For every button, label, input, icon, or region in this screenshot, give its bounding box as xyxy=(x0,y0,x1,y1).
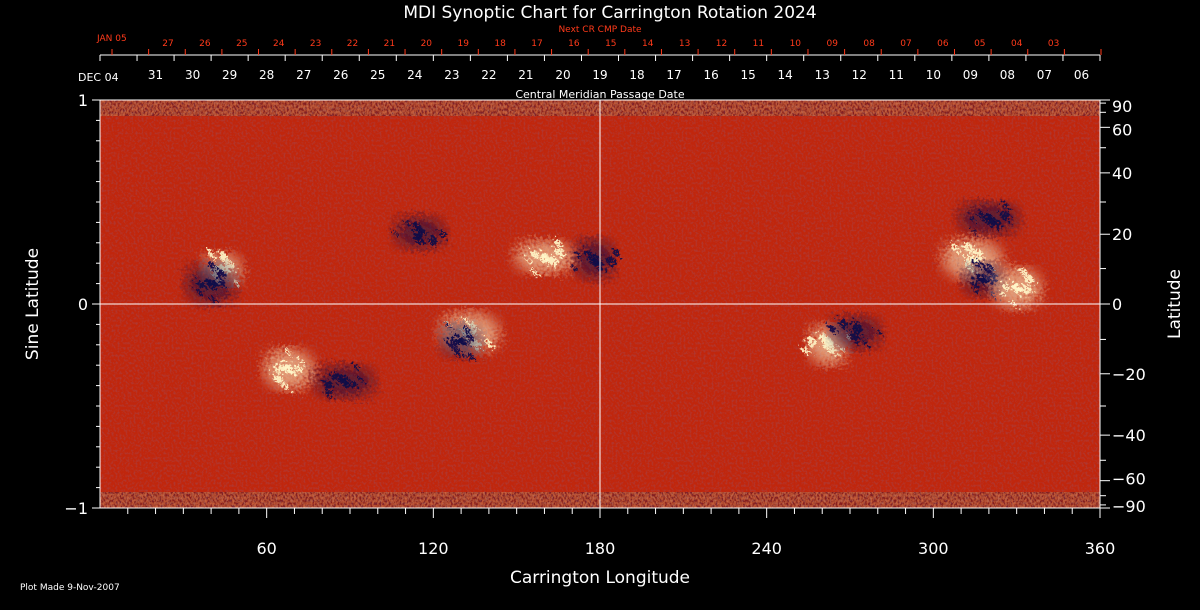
y-left-tick-label: 1 xyxy=(78,91,88,110)
negative-region xyxy=(393,216,447,249)
positive-region xyxy=(514,239,575,276)
x-axis-label: Carrington Longitude xyxy=(510,568,690,588)
next-cr-date-label: 26 xyxy=(199,39,211,49)
y-right-tick-label: 0 xyxy=(1112,295,1122,314)
cmp-start-label: DEC 04 xyxy=(78,71,119,84)
next-cr-date-label: 07 xyxy=(900,39,911,49)
chart-title: MDI Synoptic Chart for Carrington Rotati… xyxy=(403,3,816,23)
cmp-date-label: 06 xyxy=(1074,68,1089,82)
x-tick-label: 180 xyxy=(585,539,616,558)
next-cr-date-label: 27 xyxy=(162,39,173,49)
negative-region xyxy=(441,323,482,361)
y-axis-label-right: Latitude xyxy=(1165,269,1185,339)
next-cr-date-label: 06 xyxy=(937,39,949,49)
plot-made-note: Plot Made 9-Nov-2007 xyxy=(20,583,120,593)
next-cr-date-label: 14 xyxy=(642,39,654,49)
next-cr-date-label: 08 xyxy=(863,39,875,49)
x-tick-label: 300 xyxy=(918,539,949,558)
cmp-date-label: 25 xyxy=(370,68,385,82)
x-tick-label: 240 xyxy=(751,539,782,558)
cmp-date-label: 31 xyxy=(148,68,163,82)
cmp-date-label: 16 xyxy=(703,68,718,82)
cmp-date-label: 08 xyxy=(1000,68,1015,82)
y-left-tick-label: 0 xyxy=(78,295,88,314)
y-left-tick-label: −1 xyxy=(64,499,88,518)
next-cr-date-label: 16 xyxy=(568,39,580,49)
next-cr-date-label: 09 xyxy=(826,39,838,49)
next-cr-date-label: 13 xyxy=(679,39,690,49)
next-cr-start-label: JAN 05 xyxy=(96,34,127,44)
next-cr-axis-label: Next CR CMP Date xyxy=(558,25,642,35)
positive-region xyxy=(991,267,1042,308)
next-cr-date-label: 11 xyxy=(753,39,764,49)
y-right-tick-label: 60 xyxy=(1112,120,1132,139)
x-tick-label: 120 xyxy=(418,539,449,558)
next-cr-date-label: 18 xyxy=(494,39,506,49)
next-cr-date-label: 20 xyxy=(421,39,433,49)
active-regions xyxy=(186,202,1042,398)
cmp-date-label: 28 xyxy=(259,68,274,82)
cmp-date-label: 11 xyxy=(889,68,904,82)
next-cr-date-label: 17 xyxy=(531,39,542,49)
cmp-date-label: 19 xyxy=(592,68,607,82)
cmp-axis-label: Central Meridian Passage Date xyxy=(515,88,684,101)
next-cr-date-label: 12 xyxy=(716,39,727,49)
cmp-date-label: 18 xyxy=(629,68,644,82)
y-axis-label-left: Sine Latitude xyxy=(23,248,43,360)
cmp-date-label: 27 xyxy=(296,68,311,82)
cmp-date-label: 24 xyxy=(407,68,422,82)
cmp-date-label: 23 xyxy=(444,68,459,82)
y-right-tick-label: −40 xyxy=(1112,426,1146,445)
axis-ticks: 60 120 180 240 300 36010−1906040200−20−40−60−… xyxy=(64,39,1145,558)
negative-region xyxy=(828,316,882,349)
cmp-date-label: 26 xyxy=(333,68,348,82)
cmp-date-label: 17 xyxy=(666,68,681,82)
next-cr-date-label: 21 xyxy=(384,39,395,49)
y-right-tick-label: −20 xyxy=(1112,365,1146,384)
cmp-date-label: 12 xyxy=(852,68,867,82)
positive-region xyxy=(263,349,314,390)
next-cr-date-label: 25 xyxy=(236,39,247,49)
cmp-date-label: 09 xyxy=(963,68,978,82)
cmp-date-label: 14 xyxy=(778,68,793,82)
negative-region xyxy=(186,263,237,304)
cmp-date-label: 29 xyxy=(222,68,237,82)
next-cr-date-label: 03 xyxy=(1048,39,1059,49)
cmp-date-label: 13 xyxy=(815,68,830,82)
cmp-date-label: 07 xyxy=(1037,68,1052,82)
cmp-date-label: 22 xyxy=(481,68,496,82)
cmp-date-label: 20 xyxy=(555,68,570,82)
cmp-date-label: 21 xyxy=(518,68,533,82)
negative-region xyxy=(572,239,620,280)
next-cr-date-label: 05 xyxy=(974,39,985,49)
next-cr-date-label: 04 xyxy=(1011,39,1023,49)
y-right-tick-label: −60 xyxy=(1112,470,1146,489)
negative-region xyxy=(314,364,375,398)
y-right-tick-label: 20 xyxy=(1112,225,1132,244)
x-tick-label: 360 xyxy=(1085,539,1116,558)
cmp-date-label: 10 xyxy=(926,68,941,82)
cmp-date-label: 30 xyxy=(185,68,200,82)
next-cr-date-label: 19 xyxy=(457,39,469,49)
y-right-tick-label: 40 xyxy=(1112,164,1132,183)
next-cr-date-label: 24 xyxy=(273,39,285,49)
negative-region xyxy=(958,202,1019,235)
next-cr-date-label: 22 xyxy=(347,39,358,49)
cmp-date-label: 15 xyxy=(741,68,756,82)
next-cr-date-label: 23 xyxy=(310,39,321,49)
y-right-tick-label: −90 xyxy=(1112,497,1146,516)
next-cr-date-label: 15 xyxy=(605,39,616,49)
next-cr-date-label: 10 xyxy=(790,39,802,49)
y-right-tick-label: 90 xyxy=(1112,97,1132,116)
x-tick-label: 60 xyxy=(256,539,276,558)
